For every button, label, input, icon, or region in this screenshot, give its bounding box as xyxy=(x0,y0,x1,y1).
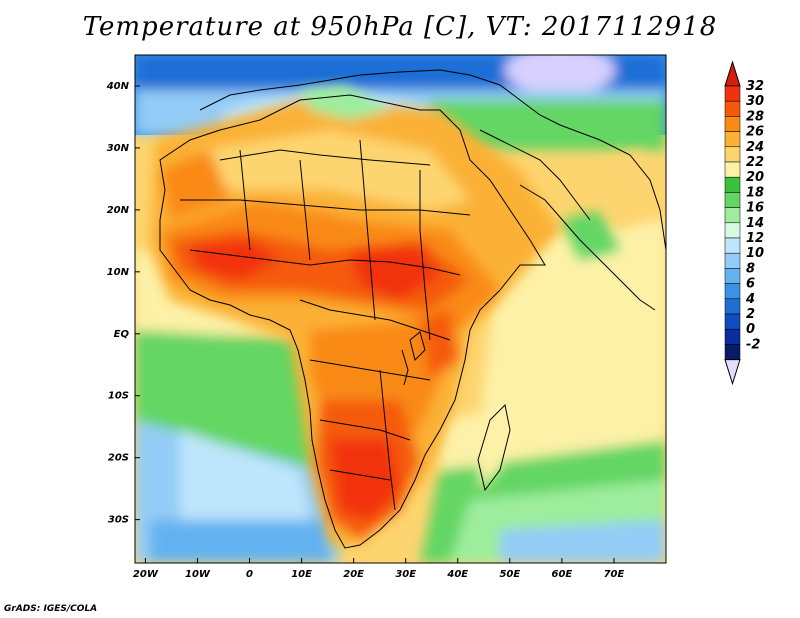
colorbar-swatch xyxy=(724,146,741,163)
lon-tick-label: 20W xyxy=(133,569,159,580)
colorbar-swatch xyxy=(724,176,741,193)
lat-tick-label: 30N xyxy=(107,143,130,154)
colorbar-swatch xyxy=(724,207,741,224)
colorbar-label: 8 xyxy=(746,261,755,276)
colorbar-label: 26 xyxy=(746,125,764,140)
map-frame xyxy=(134,54,667,564)
colorbar-label: 24 xyxy=(746,140,764,155)
colorbar-label: 14 xyxy=(746,216,764,231)
lon-tick-label: 10W xyxy=(185,569,211,580)
lat-tick-label: 30S xyxy=(108,515,129,526)
colorbar-swatch xyxy=(724,116,741,132)
colorbar-label: 2 xyxy=(746,307,755,322)
lat-tick-label: 20S xyxy=(108,453,129,464)
colorbar-swatch xyxy=(724,283,741,300)
temperature-field xyxy=(135,55,666,563)
lon-tick-label: 50E xyxy=(499,569,520,580)
lat-tick-label: EQ xyxy=(114,329,130,340)
lon-tick-label: 0 xyxy=(246,569,253,580)
colorbar-swatch xyxy=(724,328,741,345)
colorbar-label: 18 xyxy=(746,185,764,200)
colorbar-bottom-arrow xyxy=(724,359,741,386)
lat-tick-label: 20N xyxy=(107,205,130,216)
lon-tick-label: 70E xyxy=(604,569,625,580)
colorbar-swatch xyxy=(724,298,741,315)
colorbar-label: 0 xyxy=(746,322,755,337)
longitude-axis: 20W 10W 0 10E 20E 30E 40E 50E 60E 70E xyxy=(133,558,625,580)
lat-tick-label: 10N xyxy=(107,267,130,278)
colorbar-swatch xyxy=(724,161,741,178)
colorbar-label: 32 xyxy=(746,79,764,94)
colorbar-swatch xyxy=(724,313,741,330)
colorbar-label: 16 xyxy=(746,201,764,216)
lon-tick-label: 10E xyxy=(291,569,312,580)
lat-tick-label: 40N xyxy=(106,81,130,92)
colorbar-swatch xyxy=(724,131,741,148)
lon-tick-label: 20E xyxy=(343,569,364,580)
colorbar-swatch xyxy=(724,85,741,102)
lon-tick-label: 30E xyxy=(395,569,416,580)
colorbar-swatch xyxy=(724,100,741,117)
lon-tick-label: 40E xyxy=(446,569,468,580)
colorbar-label: 10 xyxy=(746,246,764,261)
colorbar-label: 4 xyxy=(745,292,755,307)
colorbar-label: 30 xyxy=(746,94,764,109)
colorbar-label: 28 xyxy=(746,109,764,124)
grads-credit: GrADS: IGES/COLA xyxy=(4,604,98,614)
colorbar-swatch xyxy=(724,268,741,284)
colorbar-swatch xyxy=(724,192,741,208)
map-title: Temperature at 950hPa [C], VT: 201711291… xyxy=(82,12,718,42)
colorbar-swatch xyxy=(724,222,741,239)
colorbar-label: 6 xyxy=(746,277,755,292)
lon-tick-label: 60E xyxy=(552,569,573,580)
latitude-axis: 40N 30N 20N 10N EQ 10S 20S 30S xyxy=(106,81,140,526)
country-boundaries xyxy=(159,69,666,549)
colorbar-swatch xyxy=(724,237,741,254)
colorbar-label: 22 xyxy=(746,155,764,170)
colorbar-top-arrow xyxy=(724,60,741,87)
lat-tick-label: 10S xyxy=(108,391,129,402)
colorbar-swatch xyxy=(724,344,741,360)
colorbar-label: -2 xyxy=(746,337,760,352)
colorbar-label: 20 xyxy=(746,170,764,185)
colorbar-label: 12 xyxy=(746,231,764,246)
colorbar-swatch xyxy=(724,252,741,269)
